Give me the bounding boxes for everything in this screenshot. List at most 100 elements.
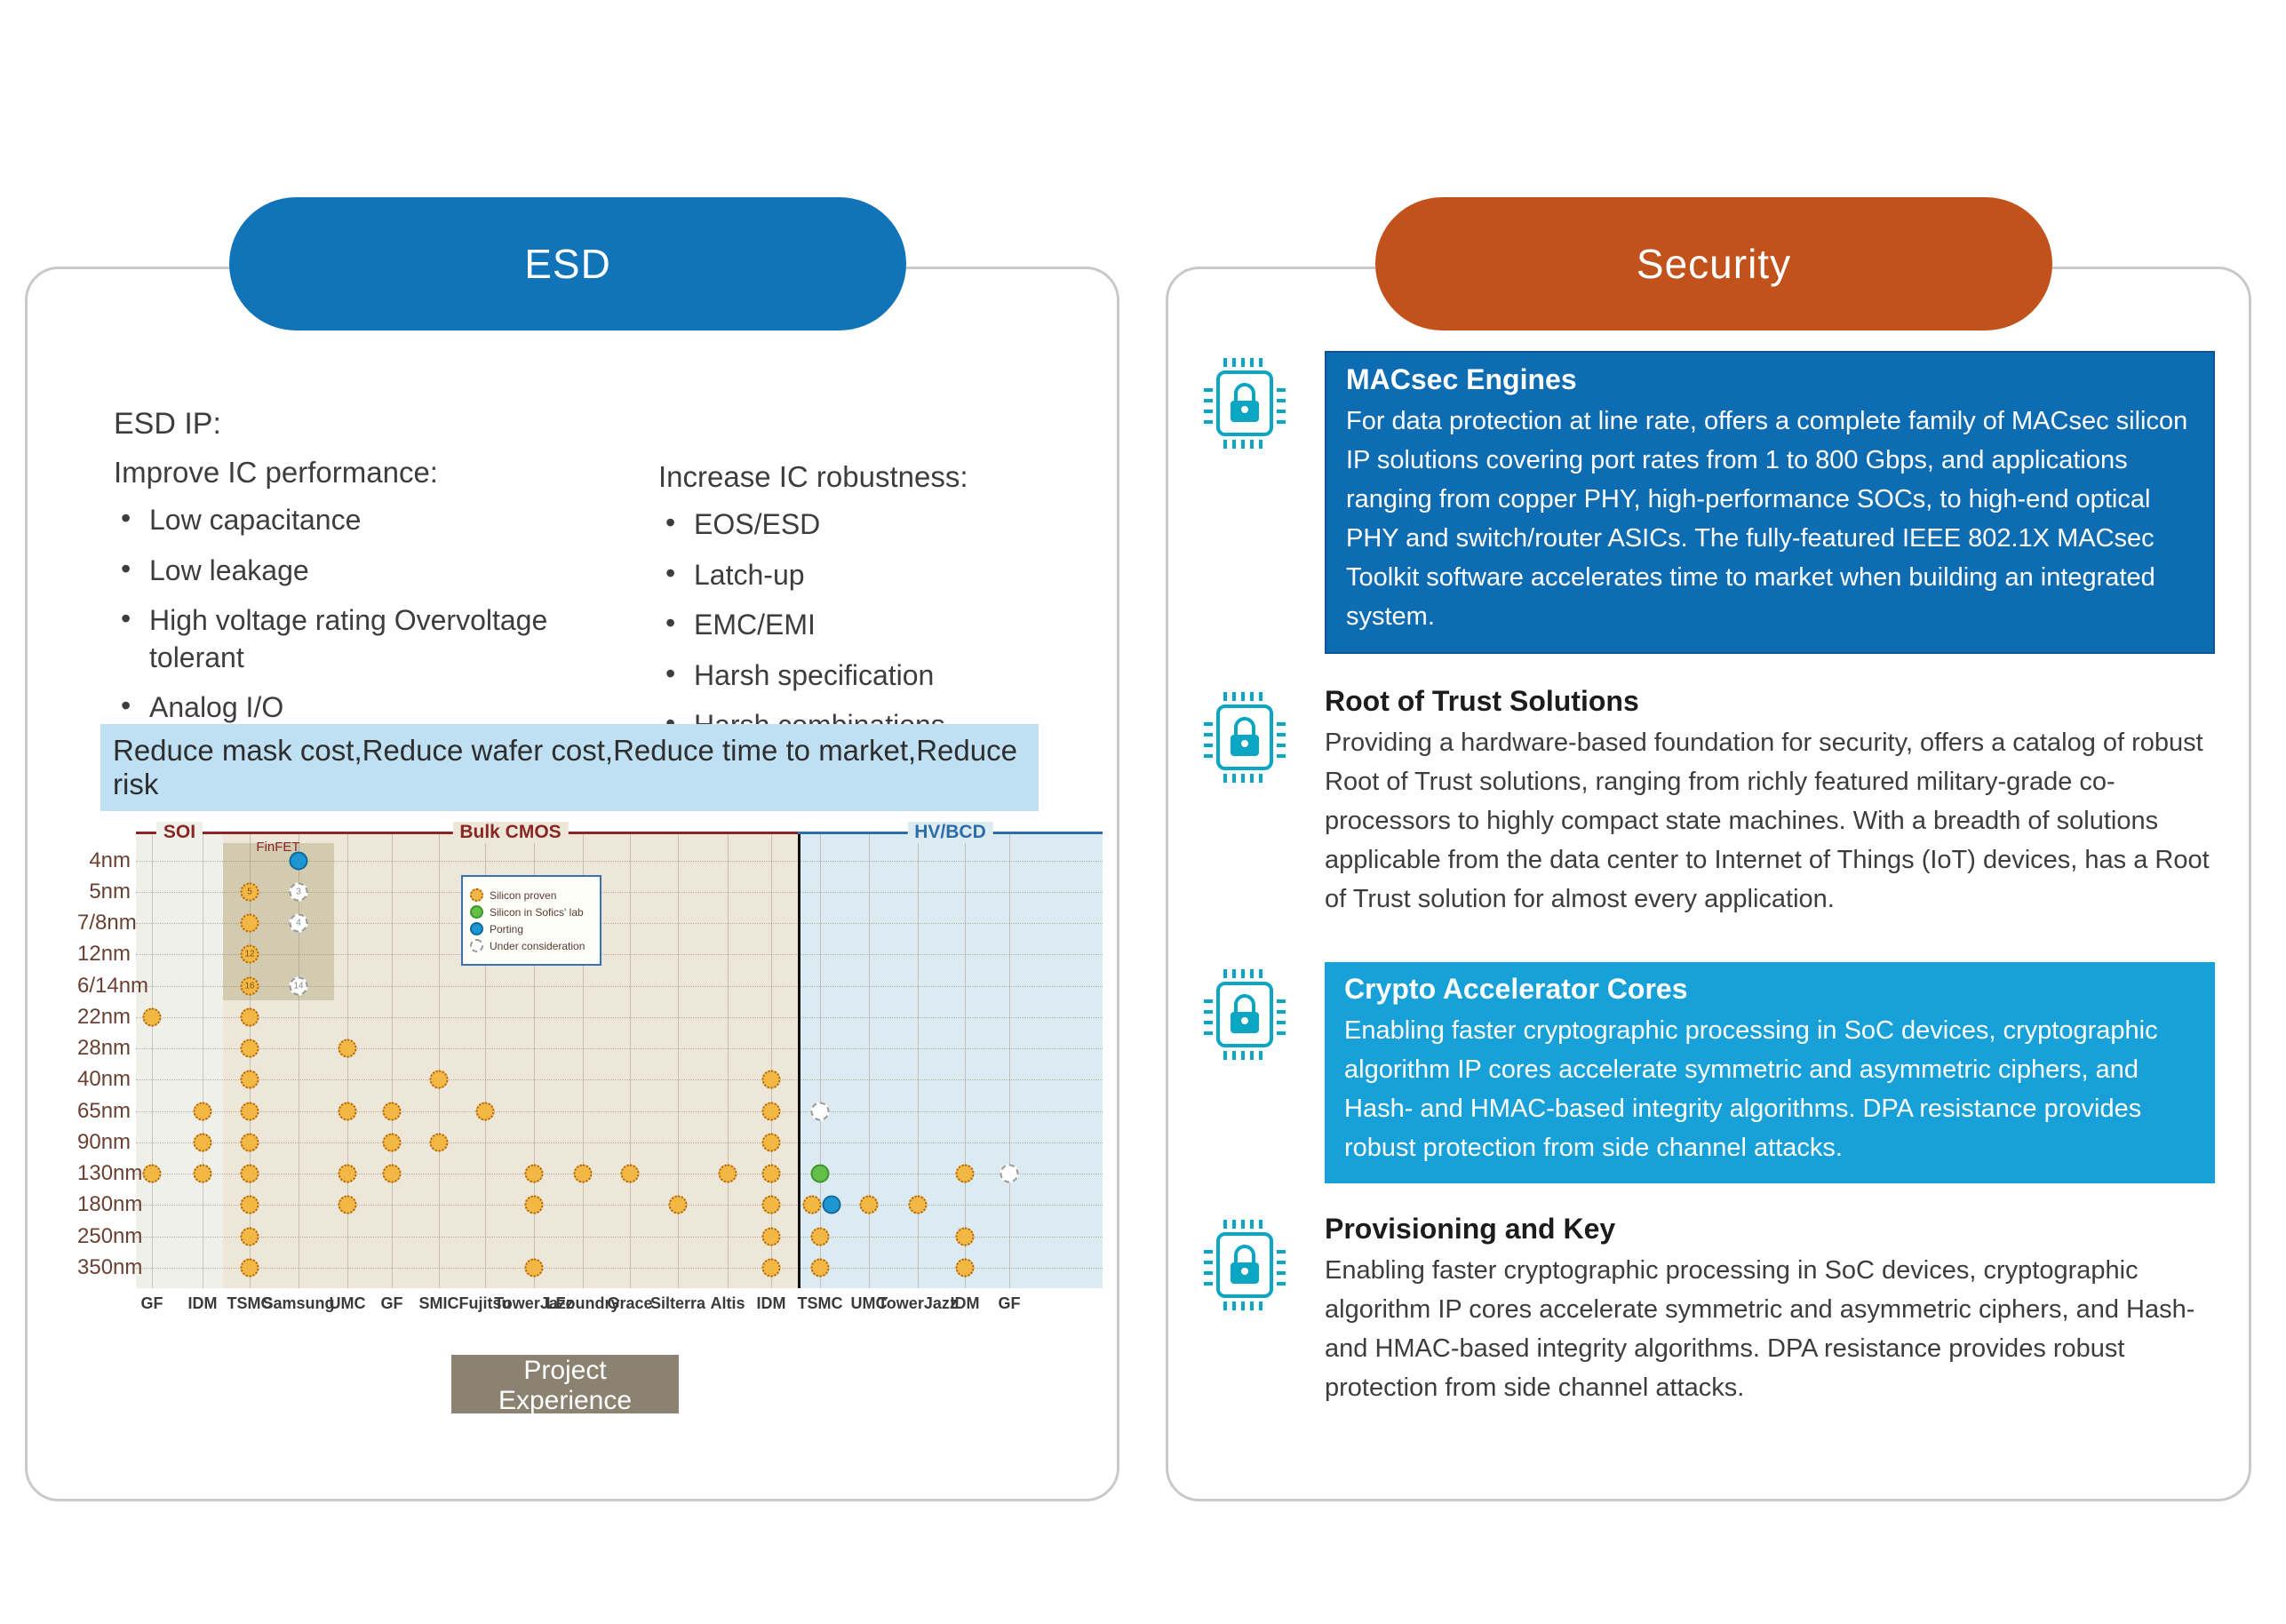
legend-marker-icon	[470, 888, 483, 902]
legend-item: Silicon in Sofics' lab	[470, 905, 593, 919]
gridline-horizontal	[136, 1237, 1103, 1238]
x-axis-label: GF	[998, 1294, 1021, 1312]
chart-marker	[810, 1258, 830, 1278]
gridline-vertical	[820, 833, 821, 1288]
y-axis-label: 6/14nm	[77, 974, 149, 998]
chart-marker	[240, 1133, 259, 1152]
security-item-title: Crypto Accelerator Cores	[1344, 973, 1688, 1005]
gridline-vertical	[965, 833, 966, 1288]
chart-marker: 14	[289, 976, 308, 996]
increase-robustness-list: Increase IC robustness: EOS/ESDLatch-upE…	[658, 460, 1076, 758]
chart-marker	[761, 1133, 781, 1152]
x-axis-label: GF	[140, 1294, 163, 1312]
security-item-title: Provisioning and Key	[1325, 1213, 1616, 1245]
chart-marker	[382, 1133, 402, 1152]
chart-marker	[524, 1164, 544, 1183]
legend-item: Porting	[470, 922, 593, 935]
gridline-vertical	[485, 833, 486, 1288]
security-item-title: MACsec Engines	[1346, 363, 1577, 395]
y-axis-label: 22nm	[77, 1005, 131, 1029]
chip-lock-icon	[1204, 692, 1286, 783]
gridline-horizontal	[136, 1268, 1103, 1269]
finfet-label: FinFET	[256, 840, 300, 855]
gridline-vertical	[728, 833, 729, 1288]
chart-marker: 12	[240, 944, 259, 964]
chart-marker	[142, 1164, 162, 1183]
chart-marker	[822, 1195, 841, 1214]
x-axis-label: Grace	[607, 1294, 653, 1312]
gridline-vertical	[392, 833, 393, 1288]
y-axis-label: 5nm	[89, 880, 131, 904]
gridline-vertical	[771, 833, 772, 1288]
project-experience-button[interactable]: Project Experience	[451, 1355, 679, 1415]
y-axis-label: 12nm	[77, 942, 131, 966]
chart-marker	[429, 1070, 449, 1089]
x-axis-label: LFoundry	[546, 1294, 620, 1312]
chart-marker	[240, 1070, 259, 1089]
y-axis-label: 180nm	[77, 1192, 143, 1216]
security-item-body: For data protection at line rate, offers…	[1346, 407, 2188, 632]
chart-marker	[475, 1102, 495, 1121]
x-axis-label: IDM	[950, 1294, 980, 1312]
security-section-header: Security	[1375, 197, 2052, 330]
security-item-content: MACsec Engines For data protection at lin…	[1325, 351, 2215, 655]
chart-marker	[620, 1164, 640, 1183]
y-axis-label: 65nm	[77, 1099, 131, 1123]
chart-marker	[338, 1164, 357, 1183]
chart-marker	[761, 1227, 781, 1246]
gridline-vertical	[869, 833, 870, 1288]
chart-marker	[142, 1007, 162, 1027]
gridline-horizontal	[136, 1048, 1103, 1049]
chart-marker	[382, 1102, 402, 1121]
benefits-highlight-bar: Reduce mask cost,Reduce wafer cost,Reduc…	[100, 724, 1039, 811]
improve-performance-title: Improve IC performance:	[114, 456, 438, 489]
gridline-vertical	[347, 833, 348, 1288]
chart-marker: 16	[240, 976, 259, 996]
chart-marker	[338, 1195, 357, 1214]
security-item-content: Root of Trust Solutions Providing a hardw…	[1325, 685, 2215, 919]
x-axis-label: UMC	[329, 1294, 366, 1312]
chart-marker: 4	[289, 913, 308, 933]
gridline-horizontal	[136, 1142, 1103, 1143]
x-axis-label: TSMC	[797, 1294, 843, 1312]
legend-label: Silicon in Sofics' lab	[490, 905, 584, 919]
x-axis-label: TowerJazz	[878, 1294, 958, 1312]
x-axis-label: TowerJazz	[494, 1294, 574, 1312]
security-item-body: Providing a hardware-based foundation fo…	[1325, 728, 2210, 914]
section-label-1: Bulk CMOS	[452, 822, 569, 843]
section-label-0: SOI	[155, 822, 203, 843]
chart-marker	[859, 1195, 879, 1214]
chart-marker	[761, 1258, 781, 1278]
y-axis-label: 40nm	[77, 1067, 131, 1091]
esd-header-label: ESD	[524, 241, 611, 287]
gridline-vertical	[250, 833, 251, 1288]
chart-marker	[573, 1164, 593, 1183]
gridline-vertical	[1009, 833, 1010, 1288]
chart-marker	[761, 1102, 781, 1121]
legend-marker-icon	[470, 905, 483, 919]
chart-marker	[382, 1164, 402, 1183]
chart-marker	[193, 1133, 212, 1152]
chart-marker: 3	[289, 882, 308, 902]
robustness-bullets: EOS/ESD Latch-up EMC/EMI Harsh specificatio…	[658, 505, 1076, 744]
bullet-item: Low capacitance	[114, 500, 593, 539]
y-axis-label: 28nm	[77, 1036, 131, 1060]
security-item-body: Enabling faster cryptographic processing…	[1325, 1256, 2195, 1403]
performance-bullets: Low capacitance Low leakage High voltage r…	[114, 500, 593, 727]
section-boundary-line	[798, 833, 800, 1288]
security-item-content: Provisioning and Key Enabling faster cryp…	[1325, 1213, 2215, 1407]
gridline-horizontal	[136, 1079, 1103, 1080]
chart-marker	[338, 1102, 357, 1121]
bullet-item: Harsh specification	[658, 656, 1076, 695]
chart-marker	[338, 1039, 357, 1058]
chart-marker	[955, 1164, 975, 1183]
foundry-process-chart: FinFET SOI Bulk CMOS HV/BCD 4nm 5nm 7/8nm 12nm 6…	[77, 820, 1107, 1328]
gridline-vertical	[439, 833, 440, 1288]
esd-section-header: ESD	[229, 197, 906, 330]
increase-robustness-title: Increase IC robustness:	[658, 460, 968, 493]
gridline-horizontal	[136, 923, 1103, 924]
x-axis-label: IDM	[756, 1294, 786, 1312]
legend-item: Silicon proven	[470, 888, 593, 902]
chart-marker	[240, 1039, 259, 1058]
